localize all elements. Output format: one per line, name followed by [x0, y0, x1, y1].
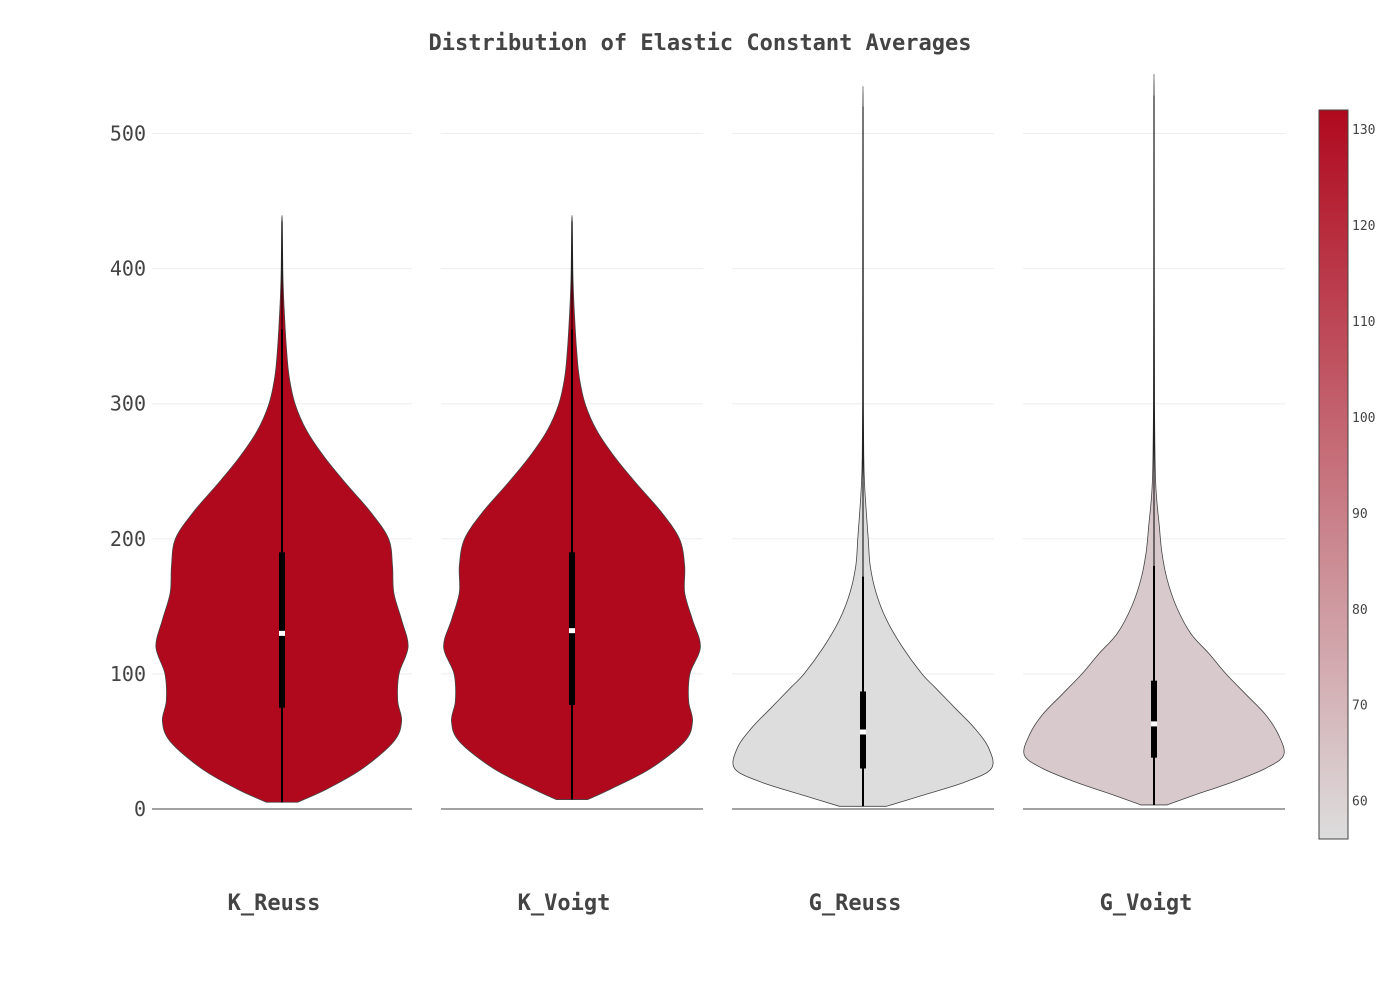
median-marker-K_Reuss	[279, 630, 285, 636]
y-tick-label: 100	[110, 662, 146, 686]
y-tick-label: 400	[110, 257, 146, 281]
violin-K_Voigt	[443, 215, 701, 800]
iqr-box-G_Voigt	[1151, 680, 1157, 758]
x-category-label: K_Voigt	[518, 891, 611, 916]
y-axis-ticks: 0 100 200 300 400 500	[110, 122, 146, 822]
colorbar-tick-label: 120	[1352, 219, 1375, 234]
y-tick-label: 0	[134, 797, 146, 821]
violin-G_Reuss	[732, 85, 994, 807]
median-marker-K_Voigt	[569, 628, 575, 634]
violin-G_Voigt	[1023, 73, 1285, 806]
colorbar-tick-label: 100	[1352, 411, 1375, 426]
colorbar-tick-label: 70	[1352, 699, 1368, 714]
colorbar-tick-label: 80	[1352, 603, 1368, 618]
colorbar-tick-label: 90	[1352, 507, 1368, 522]
violin-K_Reuss	[155, 215, 409, 803]
median-marker-G_Reuss	[860, 729, 866, 735]
violins	[155, 73, 1285, 807]
chart-title: Distribution of Elastic Constant Average…	[428, 31, 971, 56]
colorbar: 60 70 80 90 100 110 120 130	[1318, 109, 1375, 840]
iqr-box-K_Reuss	[279, 552, 285, 708]
x-axis-categories: K_Reuss K_Voigt G_Reuss G_Voigt	[228, 891, 1193, 916]
median-marker-G_Voigt	[1151, 721, 1157, 727]
x-category-label: G_Reuss	[809, 891, 902, 916]
y-tick-label: 200	[110, 527, 146, 551]
colorbar-tick-label: 130	[1352, 123, 1375, 138]
x-category-label: G_Voigt	[1100, 891, 1193, 916]
x-category-label: K_Reuss	[228, 891, 321, 916]
y-tick-label: 300	[110, 392, 146, 416]
colorbar-tick-label: 110	[1352, 315, 1375, 330]
colorbar-gradient	[1318, 109, 1349, 840]
colorbar-tick-label: 60	[1352, 795, 1368, 810]
y-tick-label: 500	[110, 122, 146, 146]
